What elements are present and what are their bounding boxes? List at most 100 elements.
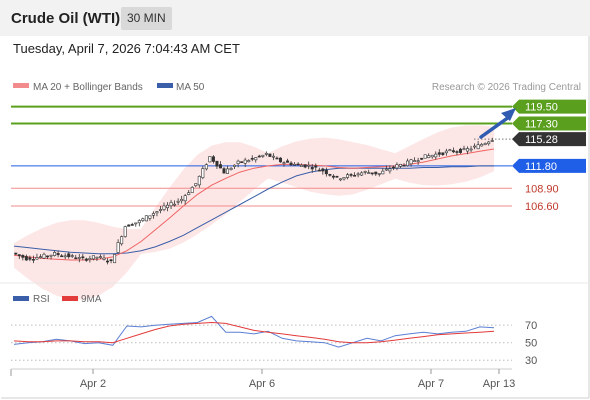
candle [275,156,279,160]
legend-swatch-rsi [13,296,29,301]
candle [106,258,110,265]
candle [42,252,46,260]
candle [430,154,434,159]
candle [233,164,237,169]
candle [427,153,431,159]
candle [60,254,64,258]
candle [388,165,392,174]
candle [201,166,205,180]
level-tag-117.30 [512,116,586,131]
candle [56,250,60,258]
candle [254,156,258,163]
candle [278,157,282,163]
candle [466,146,470,155]
candle [441,152,445,156]
legend-rsi-ma: 9MA [81,294,102,305]
candle [31,255,35,264]
candle [81,253,85,261]
rsi-tick-50: 50 [525,338,537,350]
level-lines: 119.50 117.30 115.28 111.80 108.90 106.60 [11,99,586,213]
level-label-115.28: 115.28 [525,134,558,146]
x-tick-label: Apr 13 [483,378,515,390]
candle [444,148,448,156]
candle [166,202,170,212]
candle [490,137,494,142]
candle [95,256,99,261]
rsi-panel: 30 50 70 [11,315,537,367]
credit-text: Research © 2026 Trading Central [432,82,581,93]
ma50-line [13,165,494,255]
candle [398,163,402,169]
candle [335,175,339,178]
candle [300,163,304,167]
legend-ma20: MA 20 + Bollinger Bands [33,82,143,93]
candle [247,159,251,163]
candle [63,253,67,260]
candle [342,176,346,181]
timeframe-button[interactable]: 30 MIN [121,7,172,30]
candle [303,164,307,169]
candle [314,163,318,171]
candle [409,158,413,167]
candle [204,163,208,171]
instrument-title: Crude Oil (WTI) [11,10,121,27]
candle [218,161,222,169]
x-tick-label: Apr 7 [418,378,444,390]
rsi-tick-30: 30 [525,355,537,367]
candle [102,254,106,261]
level-label-111.80: 111.80 [525,161,557,173]
ma20-line [13,148,495,261]
candle [162,202,166,212]
candle [469,145,473,152]
candle [130,222,134,226]
candle [437,149,441,157]
candle [116,239,120,254]
candle [176,198,180,205]
candle [310,163,314,173]
legend-rsi: RSI [33,294,50,305]
rsi-line [13,315,495,348]
candle [406,158,410,167]
candle [229,166,233,171]
candle [448,148,452,152]
level-tag-111.80 [512,158,586,173]
candle [215,160,219,170]
target-arrow-head [501,108,516,121]
target-arrow [479,115,511,139]
candle [250,155,254,162]
candle [226,165,230,174]
candle [268,153,272,158]
candle [127,224,131,227]
candle [24,254,28,261]
candle [451,147,455,154]
rsi-tick-70: 70 [525,320,537,332]
candle [462,145,466,151]
candle [194,183,198,188]
candle [420,157,424,161]
candle [374,171,378,176]
level-label-117.30: 117.30 [525,119,558,131]
level-tag-115.28 [512,132,586,147]
candle [338,178,342,182]
legend-swatch-rsi-ma [62,296,78,301]
candle [77,254,81,263]
candle [70,253,74,259]
level-label-106.60: 106.60 [525,201,559,213]
candle [38,254,42,259]
candle [240,161,244,164]
candle [123,225,127,238]
candle [455,150,459,156]
candle [349,173,353,178]
candle [257,154,261,158]
candle [243,157,247,167]
candle [483,142,487,146]
candle [434,151,438,160]
candle [155,211,159,217]
candle [296,162,300,166]
candle [402,163,406,167]
candle [74,254,78,260]
candle [381,168,385,175]
candle [416,157,420,165]
candle [137,219,141,227]
